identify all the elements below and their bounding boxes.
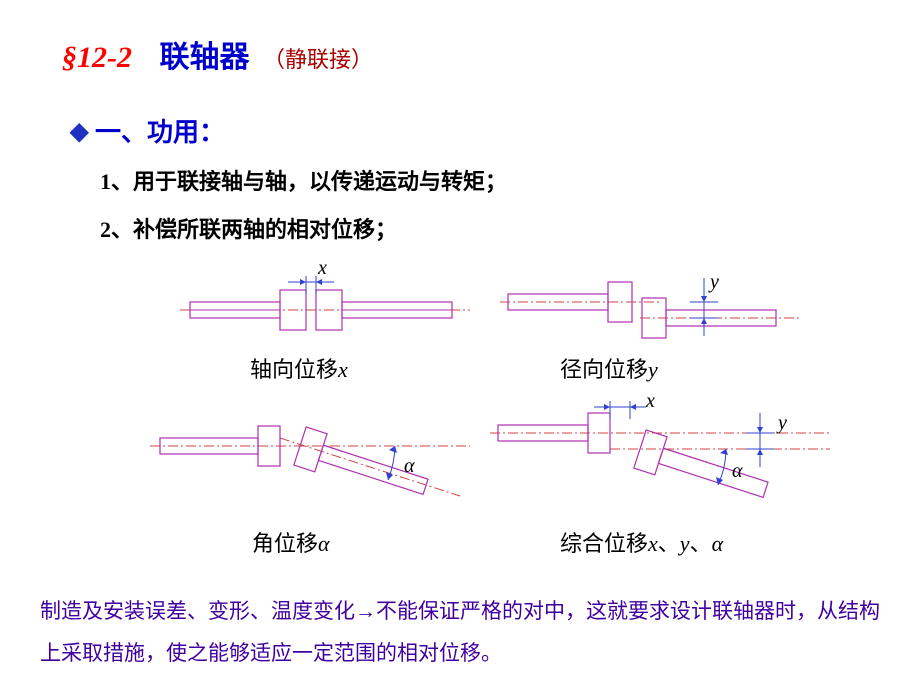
- diagram-area: x 轴向位移x y 径向位移y: [0, 248, 920, 568]
- section-name: 联轴器: [160, 41, 250, 74]
- diagram-radial: y: [500, 258, 800, 353]
- bullet-diamond-icon: ◆: [70, 119, 88, 145]
- combined-y-label: y: [776, 412, 787, 434]
- subheading: ◆ 一、功用：: [70, 112, 225, 149]
- slide-title: §12-2 联轴器 （静联接）: [62, 32, 373, 76]
- section-sub: （静联接）: [263, 47, 373, 72]
- axial-var-label: x: [317, 260, 327, 279]
- caption-radial: 径向位移y: [560, 352, 658, 384]
- footnote-text: 制造及安装误差、变形、温度变化→不能保证严格的对中，这就要求设计联轴器时，从结构…: [40, 590, 900, 674]
- list-item-1: 1、用于联接轴与轴，以传递运动与转矩；: [100, 164, 507, 196]
- subheading-text: 一、功用：: [95, 118, 225, 147]
- angular-var-label: α: [404, 455, 415, 477]
- section-number: §12-2: [62, 41, 132, 74]
- combined-x-label: x: [645, 393, 655, 412]
- caption-combined: 综合位移x、y、α: [560, 526, 723, 558]
- caption-angular: 角位移α: [252, 526, 330, 558]
- caption-axial: 轴向位移x: [250, 352, 348, 384]
- radial-var-label: y: [708, 271, 719, 293]
- diagram-angular: α: [150, 398, 470, 528]
- diagram-axial: x: [180, 260, 470, 350]
- combined-a-label: α: [732, 460, 743, 482]
- diagram-combined: x y α: [490, 393, 830, 533]
- list-item-2: 2、补偿所联两轴的相对位移；: [100, 212, 397, 244]
